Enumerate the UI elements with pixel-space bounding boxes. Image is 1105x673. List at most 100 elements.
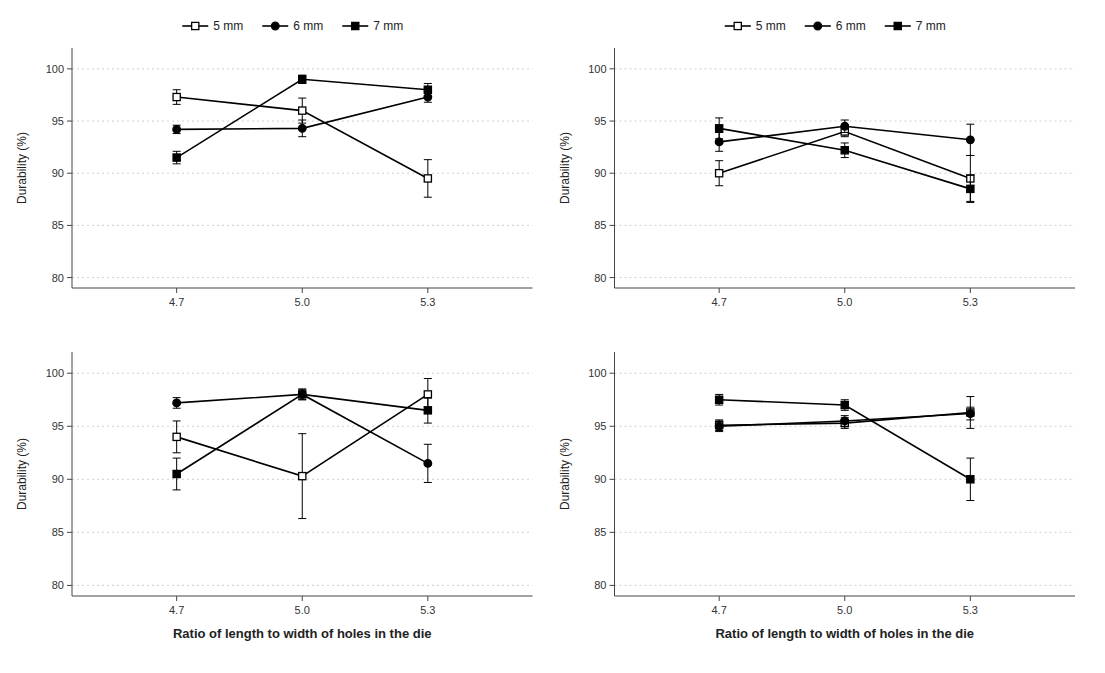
tick <box>427 596 428 601</box>
marker <box>716 170 723 177</box>
tick <box>610 277 615 278</box>
error-cap <box>966 202 974 203</box>
tick <box>610 479 615 480</box>
plot-area <box>173 75 432 197</box>
tick <box>67 277 72 278</box>
panel: 808590951004.75.05.3Durability (%)Ratio … <box>15 352 533 641</box>
series <box>173 389 432 482</box>
error-cap <box>715 117 723 118</box>
error-cap <box>966 155 974 156</box>
tick <box>67 225 72 226</box>
error-cap <box>298 120 306 121</box>
grid-line <box>615 585 1076 586</box>
error-bar <box>298 75 306 83</box>
marker <box>173 126 181 134</box>
marker <box>967 476 974 483</box>
marker <box>173 154 180 161</box>
legend-marker <box>894 22 901 29</box>
tick-label: 5.3 <box>963 604 978 616</box>
error-cap <box>841 142 849 143</box>
series <box>715 120 974 155</box>
error-bar <box>966 407 974 420</box>
error-cap <box>173 89 181 90</box>
grid-line <box>72 426 533 427</box>
error-bar <box>424 444 432 482</box>
error-cap <box>966 419 974 420</box>
error-cap <box>298 399 306 400</box>
error-cap <box>424 197 432 198</box>
y-axis-label: Durability (%) <box>558 132 572 204</box>
error-bar <box>424 398 432 423</box>
error-bar <box>173 421 181 453</box>
tick-label: 90 <box>52 473 64 485</box>
tick <box>610 532 615 533</box>
grid-line <box>615 426 1076 427</box>
marker <box>967 185 974 192</box>
marker <box>424 391 431 398</box>
tick <box>844 596 845 601</box>
error-cap <box>841 132 849 133</box>
tick-label: 90 <box>594 167 606 179</box>
error-cap <box>841 428 849 429</box>
grid-line <box>615 373 1076 374</box>
series-line <box>177 97 428 178</box>
marker <box>299 76 306 83</box>
tick-label: 5.0 <box>837 296 852 308</box>
marker <box>424 460 432 468</box>
x-axis <box>615 596 1076 597</box>
x-axis-label: Ratio of length to width of holes in the… <box>173 626 432 641</box>
marker <box>841 147 848 154</box>
error-cap <box>715 160 723 161</box>
tick <box>176 596 177 601</box>
tick-label: 5.0 <box>295 604 310 616</box>
grid-line <box>615 173 1076 174</box>
marker <box>298 391 306 399</box>
marker <box>173 433 180 440</box>
tick-label: 4.7 <box>712 604 727 616</box>
tick-label: 80 <box>594 272 606 284</box>
error-bar <box>715 118 723 139</box>
marker <box>173 399 181 407</box>
tick <box>610 373 615 374</box>
series <box>715 394 974 500</box>
tick <box>719 596 720 601</box>
grid-line <box>72 585 533 586</box>
series <box>173 92 432 137</box>
error-bar <box>298 434 306 519</box>
error-cap <box>173 489 181 490</box>
tick-label: 5.3 <box>963 296 978 308</box>
error-cap <box>966 155 974 156</box>
y-axis <box>72 352 73 596</box>
error-bar <box>715 421 723 432</box>
error-cap <box>424 159 432 160</box>
marker <box>841 401 848 408</box>
x-axis <box>72 288 533 289</box>
tick-label: 95 <box>52 115 64 127</box>
tick-label: 4.7 <box>712 296 727 308</box>
error-cap <box>715 431 723 432</box>
tick-label: 85 <box>52 219 64 231</box>
tick <box>302 288 303 293</box>
tick <box>719 288 720 293</box>
error-bar <box>173 458 181 490</box>
legend-label: 5 mm <box>213 19 243 33</box>
tick <box>67 479 72 480</box>
error-bar <box>841 400 849 411</box>
error-cap <box>173 151 181 152</box>
error-cap <box>966 175 974 176</box>
y-axis <box>72 48 73 288</box>
y-axis-label: Durability (%) <box>558 438 572 510</box>
tick <box>610 225 615 226</box>
tick-label: 5.0 <box>295 296 310 308</box>
tick <box>427 288 428 293</box>
error-cap <box>715 420 723 421</box>
y-axis-label: Durability (%) <box>15 132 29 204</box>
marker <box>841 417 849 425</box>
error-bar <box>841 120 849 133</box>
legend-marker <box>352 22 359 29</box>
tick <box>610 585 615 586</box>
marker <box>716 396 723 403</box>
grid-line <box>72 277 533 278</box>
error-cap <box>298 399 306 400</box>
error-cap <box>966 124 974 125</box>
